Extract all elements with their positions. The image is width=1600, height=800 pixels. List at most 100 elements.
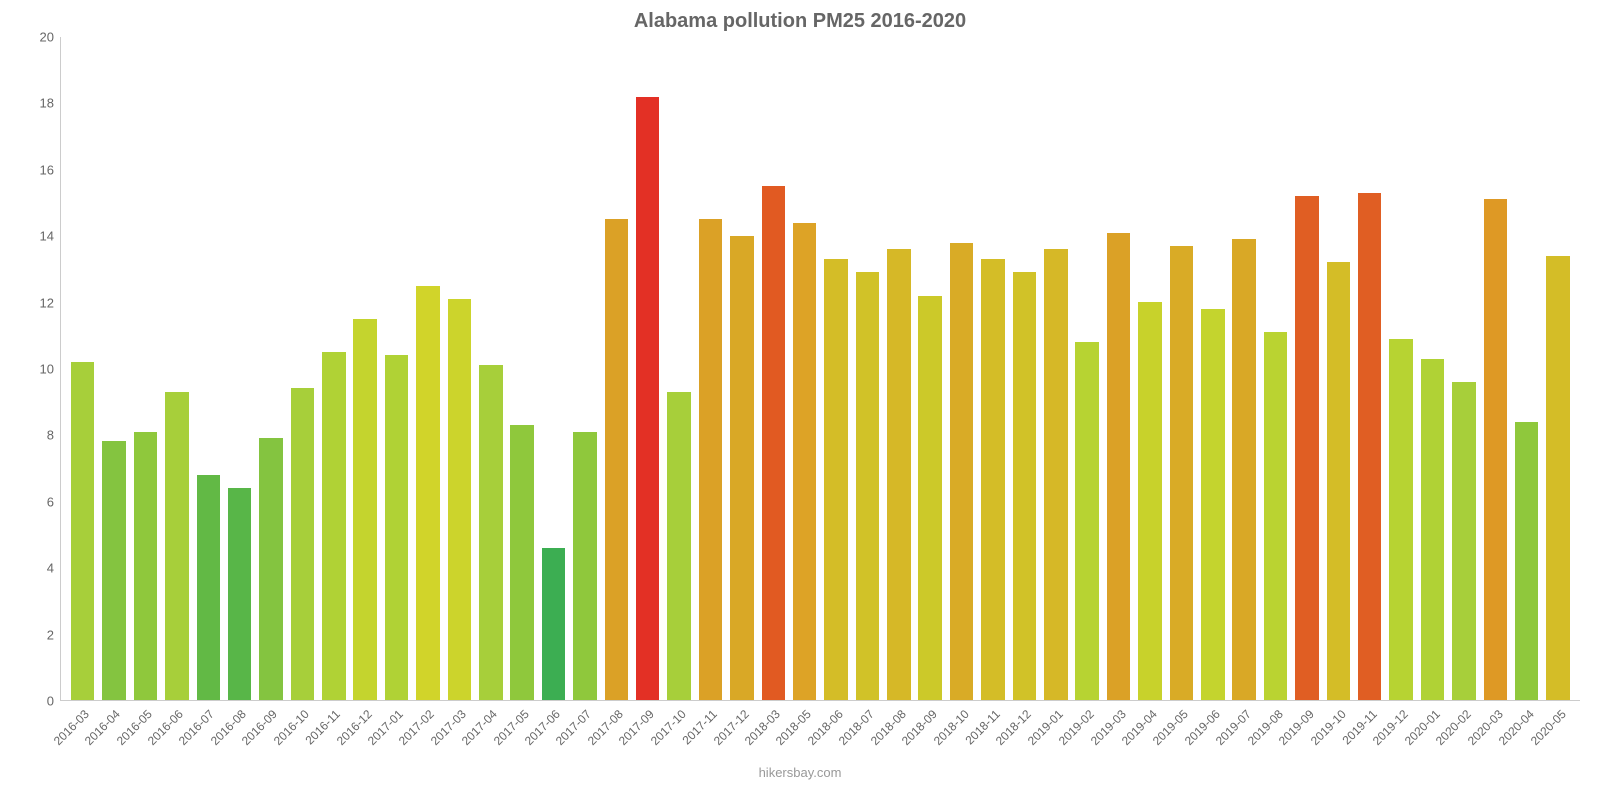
bar-slot bbox=[821, 37, 850, 700]
bar-slot bbox=[790, 37, 819, 700]
bar bbox=[981, 259, 1005, 700]
bar bbox=[1484, 199, 1508, 700]
bar bbox=[887, 249, 911, 700]
bar-slot bbox=[696, 37, 725, 700]
bar bbox=[197, 475, 221, 700]
bar-slot bbox=[916, 37, 945, 700]
bar-slot bbox=[1135, 37, 1164, 700]
bar-slot bbox=[1229, 37, 1258, 700]
bar bbox=[1075, 342, 1099, 700]
bar bbox=[1264, 332, 1288, 700]
bar bbox=[510, 425, 534, 700]
y-tick-label: 10 bbox=[40, 362, 54, 377]
bar-slot bbox=[1292, 37, 1321, 700]
bar bbox=[416, 286, 440, 700]
bar bbox=[573, 432, 597, 701]
bar bbox=[1327, 262, 1351, 700]
bar-slot bbox=[68, 37, 97, 700]
bar-slot bbox=[853, 37, 882, 700]
bar bbox=[856, 272, 880, 700]
bar-slot bbox=[1261, 37, 1290, 700]
bar bbox=[385, 355, 409, 700]
bar bbox=[102, 441, 126, 700]
bar bbox=[353, 319, 377, 700]
bar bbox=[1138, 302, 1162, 700]
bar-slot bbox=[1418, 37, 1447, 700]
bar bbox=[1295, 196, 1319, 700]
bar-slot bbox=[664, 37, 693, 700]
bar-slot bbox=[570, 37, 599, 700]
bar bbox=[1044, 249, 1068, 700]
bar-slot bbox=[445, 37, 474, 700]
bar bbox=[1201, 309, 1225, 700]
bar-slot bbox=[319, 37, 348, 700]
bar bbox=[228, 488, 252, 700]
bar bbox=[1421, 359, 1445, 700]
bar bbox=[1546, 256, 1570, 700]
bar bbox=[1013, 272, 1037, 700]
bar-slot bbox=[759, 37, 788, 700]
x-labels: 2016-032016-042016-052016-062016-072016-… bbox=[60, 701, 1580, 771]
bar bbox=[950, 243, 974, 700]
bar bbox=[322, 352, 346, 700]
chart-title: Alabama pollution PM25 2016-2020 bbox=[20, 10, 1580, 33]
bar bbox=[1170, 246, 1194, 700]
y-axis: 02468101214161820 bbox=[20, 37, 60, 701]
bar bbox=[793, 223, 817, 700]
bar-slot bbox=[194, 37, 223, 700]
bars-zone bbox=[60, 37, 1580, 701]
bar-slot bbox=[1041, 37, 1070, 700]
bar-slot bbox=[727, 37, 756, 700]
bar bbox=[542, 548, 566, 700]
bar-slot bbox=[1324, 37, 1353, 700]
bar bbox=[448, 299, 472, 700]
y-tick-label: 6 bbox=[47, 494, 54, 509]
bar-slot bbox=[1198, 37, 1227, 700]
bar bbox=[605, 219, 629, 700]
bar-slot bbox=[947, 37, 976, 700]
bar bbox=[1515, 422, 1539, 700]
bar bbox=[918, 296, 942, 700]
bar-slot bbox=[1386, 37, 1415, 700]
bar bbox=[1452, 382, 1476, 700]
bar-slot bbox=[131, 37, 160, 700]
y-tick-label: 4 bbox=[47, 561, 54, 576]
y-tick-label: 18 bbox=[40, 96, 54, 111]
bar-slot bbox=[1481, 37, 1510, 700]
y-tick-label: 20 bbox=[40, 30, 54, 45]
bar-slot bbox=[1104, 37, 1133, 700]
bar-slot bbox=[1449, 37, 1478, 700]
bar-slot bbox=[1167, 37, 1196, 700]
x-label-slot: 2020-05 bbox=[1544, 701, 1573, 771]
x-axis: 2016-032016-042016-052016-062016-072016-… bbox=[20, 701, 1580, 771]
bar-slot bbox=[256, 37, 285, 700]
bar-slot bbox=[884, 37, 913, 700]
bar bbox=[259, 438, 283, 700]
y-tick-label: 16 bbox=[40, 162, 54, 177]
y-tick-label: 2 bbox=[47, 627, 54, 642]
bar bbox=[1232, 239, 1256, 700]
bar bbox=[1358, 193, 1382, 700]
bar bbox=[699, 219, 723, 700]
bar bbox=[1107, 233, 1131, 700]
y-tick-label: 0 bbox=[47, 694, 54, 709]
bar bbox=[134, 432, 158, 701]
bar bbox=[762, 186, 786, 700]
bar-slot bbox=[1543, 37, 1572, 700]
pollution-bar-chart: Alabama pollution PM25 2016-2020 0 2 4 6 8 10… bbox=[0, 0, 1600, 800]
bar bbox=[71, 362, 95, 700]
bar-slot bbox=[288, 37, 317, 700]
plot-area: 02468101214161820 bbox=[20, 37, 1580, 701]
bar bbox=[667, 392, 691, 700]
bar-slot bbox=[1512, 37, 1541, 700]
bar bbox=[291, 388, 315, 700]
bar-slot bbox=[162, 37, 191, 700]
bar-slot bbox=[382, 37, 411, 700]
bar-slot bbox=[225, 37, 254, 700]
bar-slot bbox=[978, 37, 1007, 700]
bar-slot bbox=[1010, 37, 1039, 700]
bar bbox=[730, 236, 754, 700]
bar-slot bbox=[99, 37, 128, 700]
y-tick-label: 14 bbox=[40, 229, 54, 244]
y-tick-label: 8 bbox=[47, 428, 54, 443]
